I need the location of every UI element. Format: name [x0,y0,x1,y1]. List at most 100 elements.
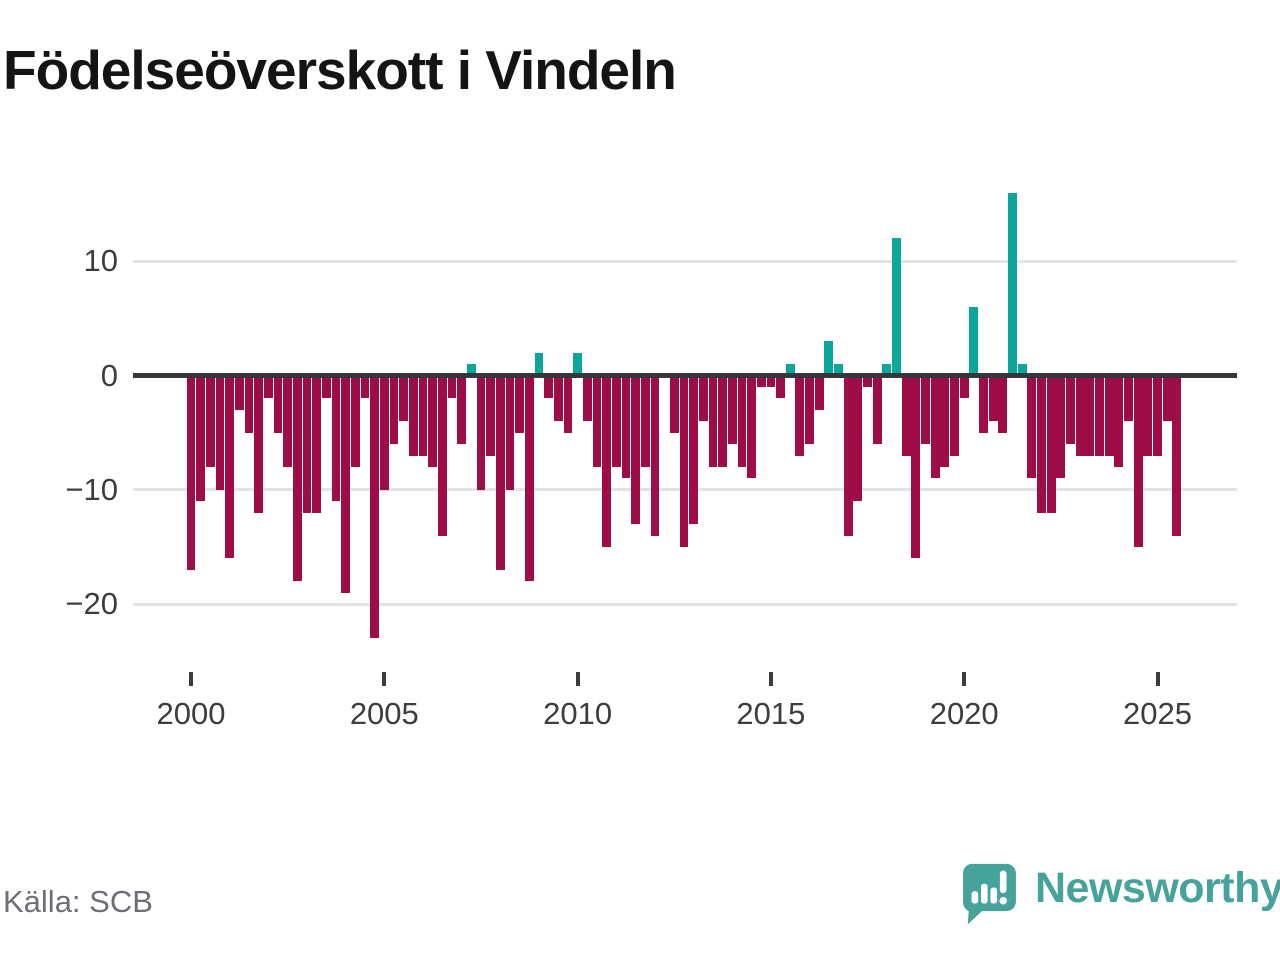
x-axis-tick-label: 2005 [349,696,419,731]
bar-2012-q1 [650,377,660,536]
bar-2023-q1 [1075,377,1085,456]
bar-2001-q3 [244,377,254,433]
bar-2008-q1 [495,377,505,570]
bar-2016-q3 [824,341,834,374]
bar-2025-q3 [1172,377,1182,536]
y-axis-tick-label: −10 [65,471,118,507]
bar-2001-q4 [254,377,264,513]
bar-2014-q3 [747,377,756,479]
page-title: Födelseöverskott i Vindeln [3,39,677,101]
bar-2010-q4 [602,377,611,547]
brand-wordmark: Newsworthy [1035,864,1280,912]
bar-2021-q1 [998,377,1008,433]
y-axis-tick-label: 10 [83,243,118,279]
bar-2019-q4 [950,377,959,456]
x-axis-tick-mark [1155,672,1160,686]
bar-2016-q2 [814,377,824,410]
bar-2024-q2 [1124,377,1133,422]
bar-2007-q2 [466,364,476,374]
bar-2020-q4 [988,377,998,422]
bar-2006-q3 [437,377,447,536]
bar-2025-q1 [1153,377,1162,456]
bar-2018-q3 [901,377,911,456]
bar-2002-q4 [292,377,302,582]
x-axis-tick-label: 2020 [929,696,999,731]
bar-2008-q2 [505,377,515,490]
bar-2019-q3 [940,377,950,467]
bar-2011-q4 [640,377,650,467]
bar-2022-q3 [1056,377,1066,479]
bar-2024-q1 [1114,377,1124,467]
bar-2002-q1 [263,377,273,399]
bar-2009-q4 [563,377,573,433]
bar-2009-q1 [534,352,544,374]
x-axis-tick-mark [382,672,387,686]
bar-2003-q3 [321,377,331,399]
newsworthy-speech-bubble-icon [963,863,1016,925]
bar-2017-q1 [843,377,853,536]
bar-2003-q2 [312,377,322,513]
bar-2024-q3 [1133,377,1143,547]
source-note: Källa: SCB [3,884,153,919]
brand-logo: Newsworthy [961,862,1280,930]
bar-2007-q1 [457,377,467,445]
bar-2011-q2 [621,377,631,479]
bar-2025-q2 [1162,377,1172,422]
bar-2018-q2 [892,238,901,374]
bar-2007-q4 [486,377,495,456]
bar-2001-q2 [234,377,244,410]
bar-2003-q1 [302,377,312,513]
bar-2022-q1 [1037,377,1046,513]
bar-2004-q4 [370,377,380,639]
bar-2015-q3 [785,364,795,374]
bar-2012-q3 [669,377,679,433]
bar-2005-q3 [399,377,409,422]
bar-2004-q2 [350,377,360,467]
bar-2013-q2 [698,377,708,422]
bar-2020-q3 [979,377,988,433]
y-axis-tick-label: 0 [100,357,118,393]
bar-2016-q4 [834,364,843,374]
bar-2021-q3 [1017,364,1027,374]
bar-2000-q4 [215,377,225,490]
bar-2014-q4 [756,377,766,387]
bar-2009-q3 [553,377,563,422]
bar-2002-q2 [273,377,283,433]
bar-2013-q4 [718,377,727,467]
bar-2010-q3 [592,377,602,467]
bar-2005-q2 [389,377,399,445]
x-axis-tick-label: 2015 [736,696,806,731]
bar-2023-q4 [1104,377,1114,456]
bar-2010-q1 [573,352,582,374]
bar-2020-q1 [959,377,969,399]
bar-2020-q2 [969,306,979,374]
bar-2022-q2 [1046,377,1056,513]
bar-2017-q2 [853,377,863,502]
bar-2019-q2 [930,377,940,479]
x-axis-tick-mark [962,672,967,686]
x-axis-tick-mark [189,672,193,686]
bar-2007-q3 [476,377,486,490]
bar-2021-q4 [1027,377,1037,479]
bar-2015-q1 [766,377,776,387]
bar-2012-q4 [679,377,689,547]
bar-2014-q2 [737,377,747,467]
bar-2006-q4 [447,377,457,399]
bar-2011-q3 [631,377,640,525]
bar-2004-q3 [360,377,370,399]
y-axis-tick-label: −20 [65,586,118,622]
bar-2000-q3 [205,377,215,467]
bar-2019-q1 [921,377,930,445]
bar-2024-q4 [1143,377,1153,456]
bar-2017-q3 [863,377,872,387]
bar-2011-q1 [611,377,621,467]
bar-2000-q2 [196,377,206,502]
x-axis-tick-mark [575,672,580,686]
x-axis-tick-label: 2000 [156,696,226,731]
bar-2021-q2 [1008,192,1017,374]
bar-2018-q1 [882,364,892,374]
bar-2008-q3 [515,377,524,433]
bar-2009-q2 [544,377,553,399]
bar-2014-q1 [727,377,737,445]
x-axis-tick-label: 2010 [543,696,613,731]
